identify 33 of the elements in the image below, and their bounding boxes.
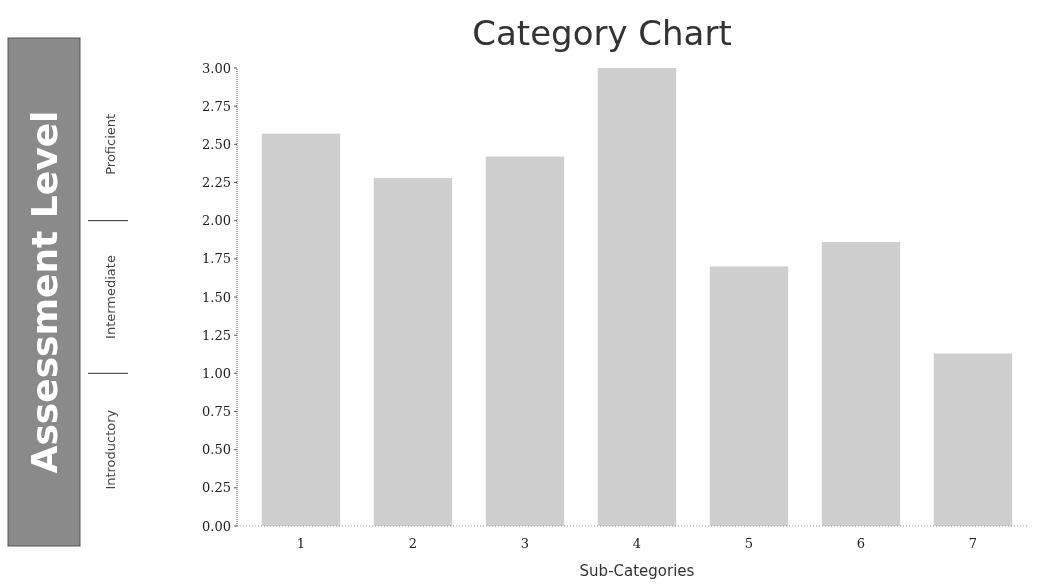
bar (709, 266, 789, 526)
y-tick-label: 0.50 (202, 442, 231, 458)
bar (933, 353, 1013, 526)
y-tick-label: 0.75 (202, 404, 231, 420)
x-tick-label: 5 (744, 536, 754, 551)
x-tick-label: 4 (632, 536, 642, 551)
text: Intermediate (102, 255, 118, 339)
y-tick-label: 1.75 (202, 251, 231, 267)
bar (373, 177, 453, 526)
y-tick-label: 0.25 (202, 480, 231, 496)
x-tick-label: 6 (856, 536, 866, 551)
y-tick-label: 2.75 (202, 98, 231, 114)
y-tick-label: 2.25 (202, 175, 231, 191)
x-axis-title: Sub-Categories (579, 562, 695, 580)
y-tick-label: 0.00 (202, 518, 231, 534)
y-tick-label: 2.50 (202, 136, 231, 152)
bar (485, 156, 565, 526)
x-tick-label: 7 (968, 536, 978, 551)
x-tick-label: 3 (520, 536, 530, 551)
bar (597, 68, 677, 526)
bar (821, 242, 901, 526)
y-tick-label: 1.00 (202, 365, 231, 381)
text: Introductory (102, 409, 118, 490)
bar (261, 133, 341, 526)
x-tick-label: 2 (408, 536, 418, 551)
chart-title: Category Chart (472, 13, 732, 53)
text: Proficient (102, 113, 118, 175)
y-tick-label: 2.00 (202, 213, 231, 229)
x-tick-label: 1 (296, 536, 306, 551)
y-axis-title: Assessment Level (23, 110, 65, 474)
y-tick-label: 1.25 (202, 327, 231, 343)
y-tick-label: 3.00 (202, 60, 231, 76)
y-tick-label: 1.50 (202, 289, 231, 305)
